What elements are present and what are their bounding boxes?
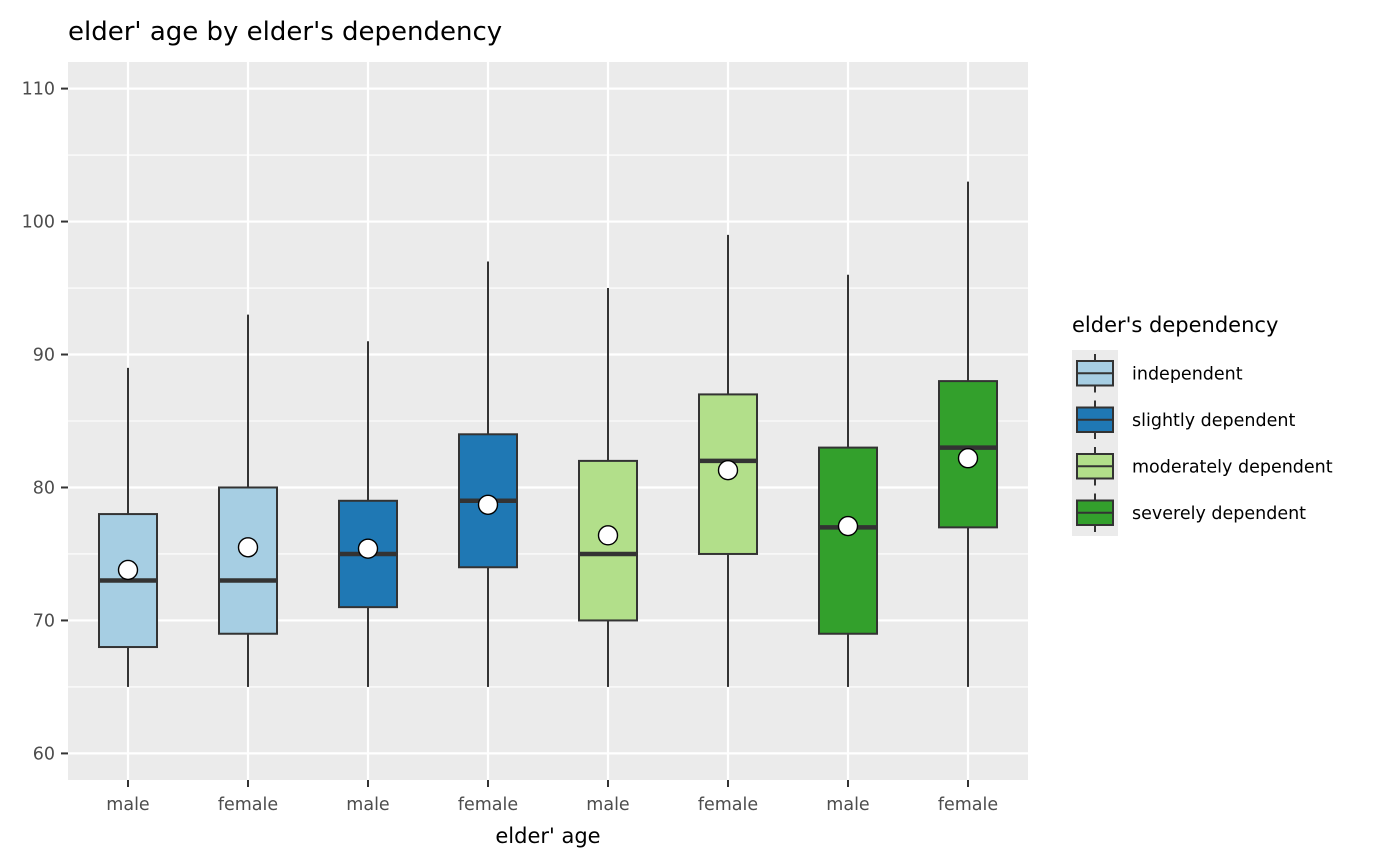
legend-label: independent bbox=[1132, 364, 1243, 384]
box-1 bbox=[98, 367, 158, 687]
box-mean-point bbox=[717, 459, 739, 481]
y-tick-label: 80 bbox=[33, 478, 55, 498]
box-8 bbox=[938, 181, 998, 687]
box-3 bbox=[338, 341, 398, 687]
box-mean-point bbox=[237, 537, 259, 558]
x-axis-title: elder' age bbox=[495, 824, 600, 848]
legend-label: severely dependent bbox=[1132, 504, 1306, 524]
box-mean-point bbox=[117, 559, 139, 581]
y-tick-label: 90 bbox=[33, 346, 55, 366]
y-tick-label: 70 bbox=[33, 611, 55, 631]
box-5 bbox=[578, 288, 638, 687]
box-4 bbox=[458, 261, 518, 687]
chart-title: elder' age by elder's dependency bbox=[68, 17, 502, 47]
box-2 bbox=[218, 314, 278, 687]
y-axis: 60 70 80 90 100 110 bbox=[22, 80, 68, 764]
legend-item-2: slightly dependent bbox=[1072, 396, 1295, 443]
y-tick-label: 100 bbox=[22, 213, 55, 233]
legend-item-1: independent bbox=[1072, 350, 1243, 397]
box-body bbox=[218, 486, 278, 635]
x-tick-label: male bbox=[826, 795, 869, 815]
x-tick-label: male bbox=[346, 795, 389, 815]
x-tick-label: female bbox=[218, 795, 278, 815]
y-tick-label: 110 bbox=[22, 80, 55, 100]
legend-item-4: severely dependent bbox=[1072, 489, 1306, 536]
box-mean-point bbox=[957, 448, 979, 469]
legend-item-3: moderately dependent bbox=[1072, 443, 1333, 490]
x-tick-label: male bbox=[586, 795, 629, 815]
legend-label: moderately dependent bbox=[1132, 457, 1333, 477]
x-tick-label: male bbox=[106, 795, 149, 815]
x-axis: male female male female male female male female bbox=[106, 780, 998, 815]
x-tick-label: female bbox=[458, 795, 518, 815]
box-mean-point bbox=[597, 525, 619, 546]
box-mean-point bbox=[477, 494, 499, 515]
x-tick-label: female bbox=[938, 795, 998, 815]
legend: elder's dependency independent slightly d… bbox=[1072, 313, 1333, 536]
boxes bbox=[98, 181, 998, 687]
box-7 bbox=[818, 274, 878, 687]
box-body bbox=[818, 446, 878, 635]
legend-label: slightly dependent bbox=[1132, 411, 1295, 431]
box-6 bbox=[698, 234, 758, 687]
x-tick-label: female bbox=[698, 795, 758, 815]
y-tick-label: 60 bbox=[33, 744, 55, 764]
legend-title: elder's dependency bbox=[1072, 313, 1278, 337]
box-mean-point bbox=[357, 538, 379, 559]
box-mean-point bbox=[837, 515, 859, 537]
